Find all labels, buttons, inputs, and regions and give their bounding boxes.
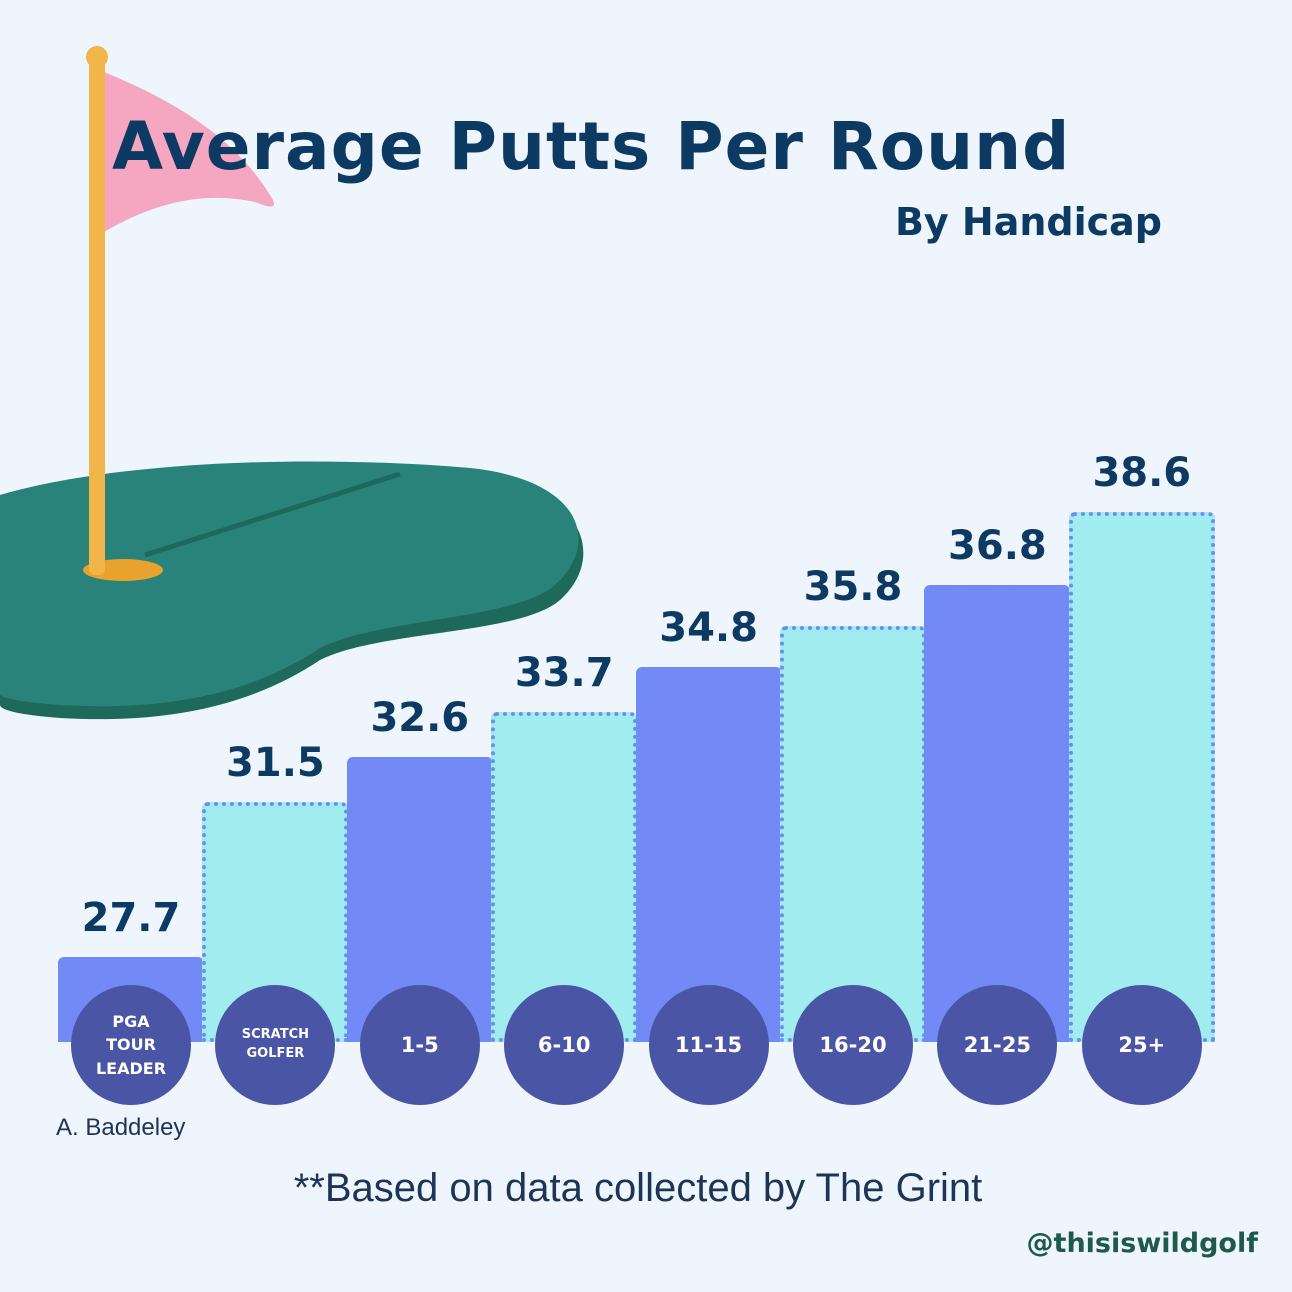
bar xyxy=(1068,512,1215,1042)
flag xyxy=(104,72,275,232)
bar xyxy=(924,585,1071,1042)
category-label: 6-10 xyxy=(504,985,625,1105)
green-line xyxy=(144,471,401,558)
annotation: A. Baddeley xyxy=(56,1114,186,1141)
data-label: 38.6 xyxy=(1092,450,1192,496)
putting-green xyxy=(0,461,579,707)
category-label: 16-20 xyxy=(793,985,913,1105)
chart-title: Average Putts Per Round xyxy=(112,108,1071,185)
pole-top xyxy=(86,46,108,68)
category-label: 21-25 xyxy=(937,985,1058,1105)
bar xyxy=(780,626,926,1042)
bar xyxy=(635,667,782,1042)
data-label: 33.7 xyxy=(514,650,614,697)
category-label: 1-5 xyxy=(359,985,480,1105)
data-label: 27.7 xyxy=(81,895,181,941)
credit: @thisiswildgolf xyxy=(1026,1228,1258,1259)
chart-subtitle: By Handicap xyxy=(894,200,1162,244)
flagpole xyxy=(89,60,105,575)
category-label: PGA TOUR LEADER xyxy=(71,985,191,1105)
data-label: 35.8 xyxy=(803,564,903,611)
category-label: 25+ xyxy=(1081,985,1202,1105)
data-label: 32.6 xyxy=(370,694,470,741)
data-label: 31.5 xyxy=(226,739,325,786)
category-label: 11-15 xyxy=(648,985,769,1105)
footnote: **Based on data collected by The Grint xyxy=(293,1166,983,1210)
category-label: SCRATCH GOLFER xyxy=(215,985,336,1105)
data-label: 36.8 xyxy=(948,523,1047,570)
data-label: 34.8 xyxy=(659,605,758,652)
